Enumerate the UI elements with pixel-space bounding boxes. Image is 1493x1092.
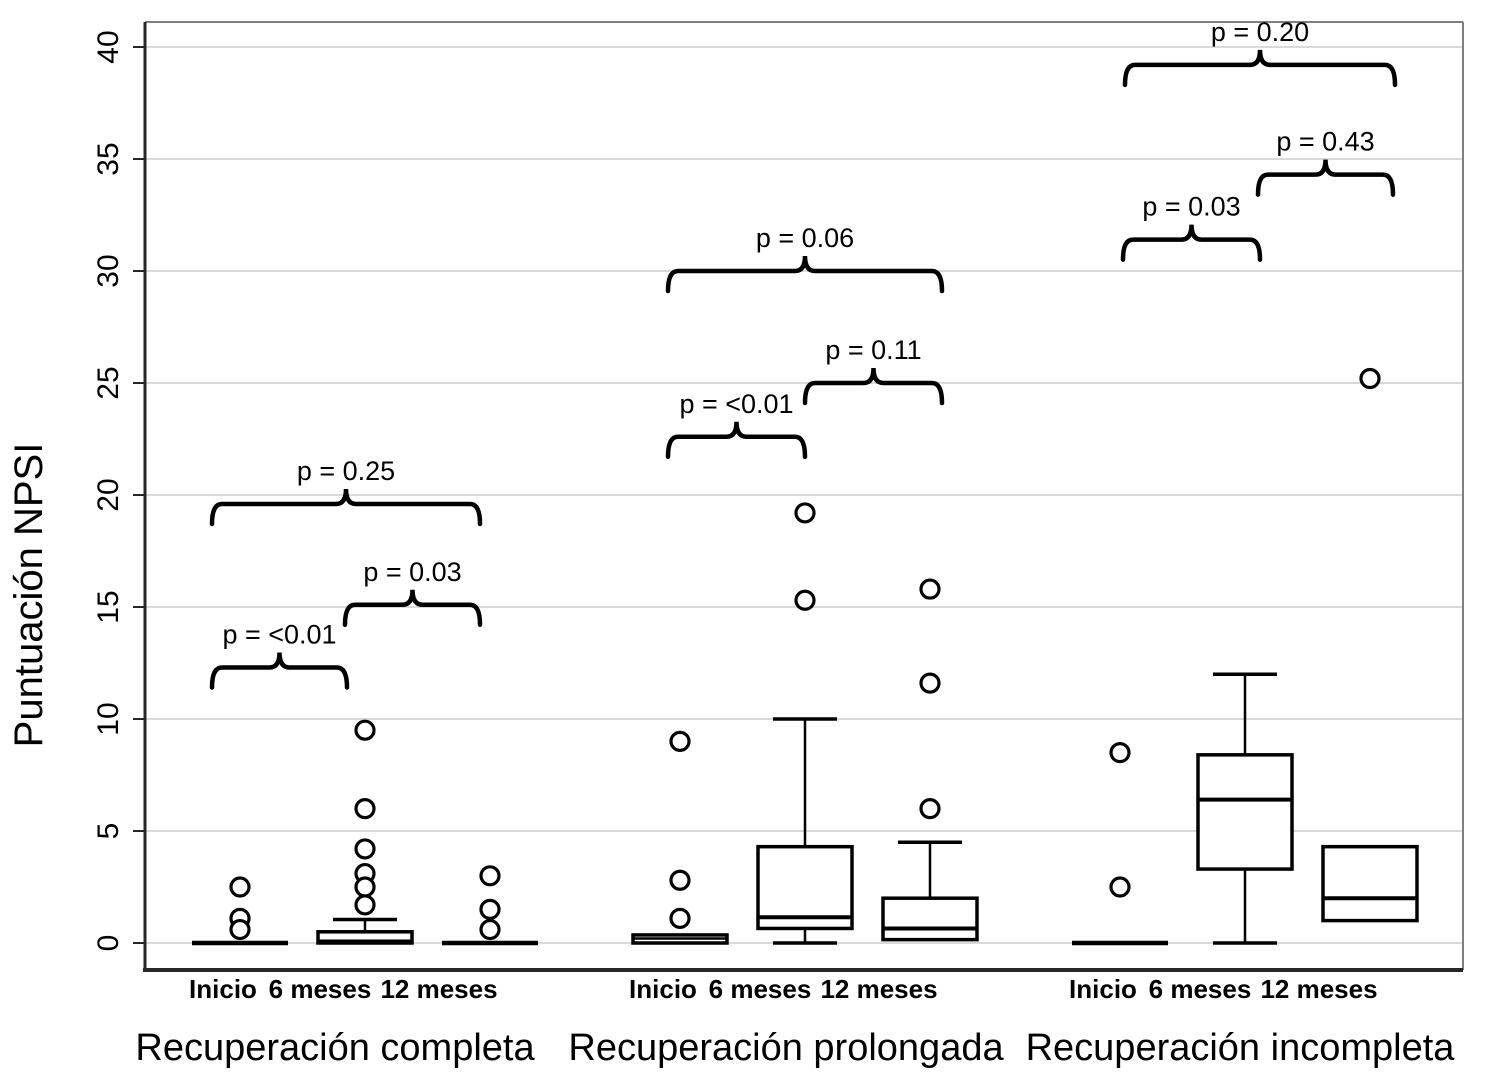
outlier-point — [669, 907, 691, 929]
pvalue-label: p = <0.01 — [679, 389, 793, 419]
x-tick-label: Inicio — [189, 974, 257, 1004]
y-axis-title: Puntuación NPSI — [7, 443, 51, 748]
y-tick-label: 0 — [92, 935, 125, 952]
y-tick-label: 10 — [92, 702, 125, 735]
pvalue-bracket — [665, 255, 945, 294]
pvalue-bracket — [1255, 159, 1396, 197]
x-tick-label: Inicio — [629, 974, 697, 1004]
labels-layer: 0 5 10 15 20 25 30 35 40 Inicio 6 meses 12 meses Rec… — [92, 30, 1455, 1069]
x-tick-label: 12 meses — [820, 974, 937, 1004]
y-tick-label: 5 — [92, 823, 125, 840]
y-tick-label: 25 — [92, 366, 125, 399]
outlier-point — [794, 502, 816, 524]
axes-frame-layer — [133, 21, 1464, 972]
group-title: Recuperación prolongada — [568, 1027, 1004, 1069]
pvalue-bracket — [209, 488, 483, 527]
outlier-point — [1109, 876, 1131, 898]
pvalue-bracket — [1120, 224, 1263, 262]
outlier-point — [919, 672, 941, 694]
y-tick-label: 15 — [92, 590, 125, 623]
outlier-point — [479, 898, 501, 921]
outlier-point — [794, 589, 816, 611]
outlier-point — [354, 797, 376, 820]
box-iqr — [316, 930, 414, 945]
box-iqr — [1196, 753, 1294, 871]
pvalue-bracket — [342, 589, 483, 628]
group-title: Recuperación completa — [135, 1027, 535, 1069]
box-iqr — [1321, 844, 1419, 923]
y-tick-label: 35 — [92, 142, 125, 175]
pvalue-label: p = 0.03 — [1142, 192, 1240, 222]
y-tick-label: 30 — [92, 254, 125, 287]
pvalue-brackets-layer: p = <0.01 p = 0.03 p = 0.25 p = <0.01 p = 0.… — [209, 17, 1398, 690]
pvalue-label: p = 0.43 — [1276, 127, 1374, 157]
outlier-point — [354, 894, 376, 916]
y-tick-label: 20 — [92, 478, 125, 511]
x-tick-label: 6 meses — [1149, 974, 1252, 1004]
outlier-point — [669, 730, 691, 753]
outlier-point — [229, 876, 251, 898]
pvalue-bracket — [209, 652, 350, 690]
pvalue-bracket — [802, 367, 945, 406]
outlier-point — [354, 838, 376, 860]
x-tick-label: Inicio — [1069, 974, 1137, 1004]
pvalue-label: p = 0.06 — [756, 223, 854, 253]
x-tick-label: 6 meses — [709, 974, 812, 1004]
outlier-point — [1109, 741, 1131, 764]
outlier-point — [479, 865, 501, 887]
outlier-point — [354, 876, 376, 898]
box-iqr — [881, 896, 979, 942]
pvalue-label: p = 0.20 — [1211, 17, 1309, 47]
x-tick-label: 6 meses — [269, 974, 372, 1004]
group-title: Recuperación incompleta — [1026, 1027, 1456, 1069]
x-tick-label: 12 meses — [1260, 974, 1377, 1004]
outlier-point — [919, 797, 941, 820]
y-tick-label: 40 — [92, 30, 125, 63]
pvalue-label: p = <0.01 — [222, 619, 336, 649]
outlier-point — [479, 918, 501, 941]
pvalue-bracket — [1122, 49, 1398, 88]
outlier-point — [919, 578, 941, 600]
x-tick-label: 12 meses — [380, 974, 497, 1004]
pvalue-label: p = 0.11 — [825, 335, 921, 365]
pvalue-bracket — [665, 421, 808, 460]
outlier-point — [669, 869, 691, 891]
outlier-point — [229, 918, 251, 941]
outlier-point — [354, 719, 376, 741]
pvalue-label: p = 0.03 — [363, 557, 461, 587]
box-iqr — [756, 844, 854, 931]
boxes-layer — [192, 367, 1419, 946]
outlier-point — [1359, 367, 1381, 390]
pvalue-label: p = 0.25 — [297, 456, 395, 486]
